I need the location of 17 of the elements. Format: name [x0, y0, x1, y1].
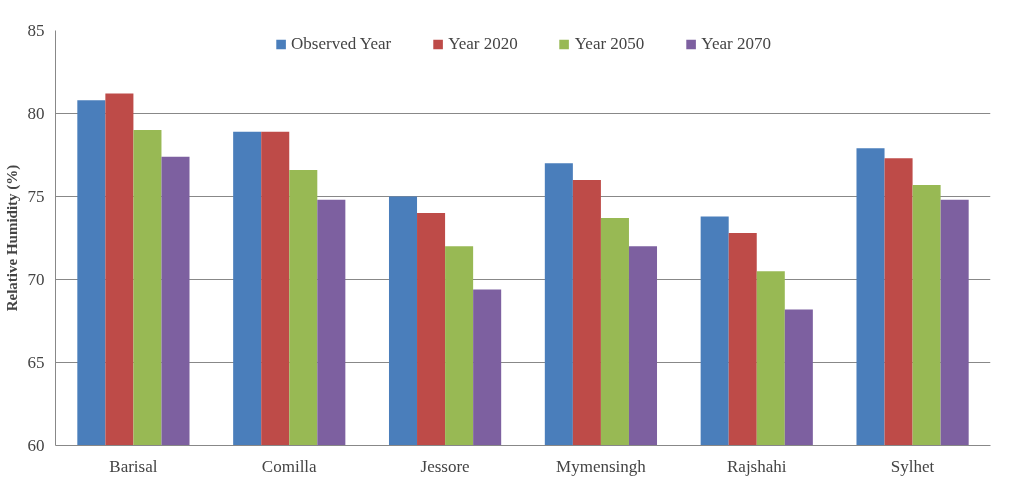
x-tick-label: Comilla	[261, 456, 318, 476]
y-tick-label: 80	[27, 104, 45, 123]
legend-label: Year 2020	[448, 34, 518, 54]
y-axis-title: Relative Humidity (%)	[3, 164, 21, 312]
y-tick-label: 85	[27, 21, 45, 40]
legend-label: Observed Year	[291, 34, 392, 54]
x-tick-label: Rajshahi	[727, 456, 787, 476]
legend-label: Year 2070	[701, 34, 771, 54]
y-tick-label: 60	[27, 436, 45, 455]
y-tick-label: 70	[27, 270, 45, 289]
y-tick-label: 65	[27, 353, 45, 372]
y-tick-label: 75	[27, 187, 45, 206]
legend-label: Year 2050	[574, 34, 645, 54]
x-tick-label: Barisal	[109, 456, 158, 476]
x-tick-label: Mymensingh	[556, 456, 647, 476]
x-tick-label: Sylhet	[890, 456, 935, 476]
x-tick-label: Jessore	[420, 456, 470, 476]
